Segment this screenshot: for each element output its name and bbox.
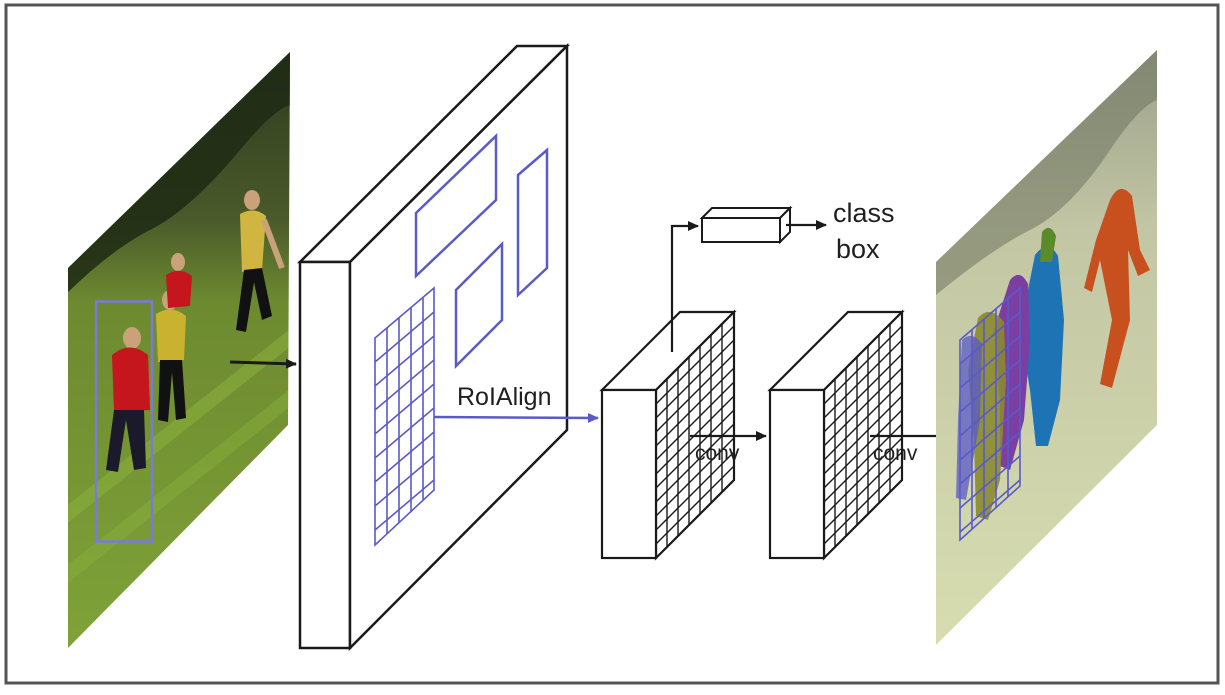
roi-box-3: [516, 147, 549, 298]
feature-map-block: [296, 42, 571, 652]
roi-box-1: [414, 133, 498, 279]
roi-box-2: [454, 240, 504, 370]
output-image: [936, 50, 1157, 645]
box-label: box: [836, 234, 880, 264]
conv-block-2: [767, 309, 905, 561]
roialign-arrow: [433, 412, 599, 423]
conv-block-1: [599, 309, 737, 561]
mask-blue-person: [1020, 246, 1064, 446]
arrow-image-to-feature: [229, 358, 297, 369]
branch-arrow-up: [670, 221, 699, 352]
player-red-far: [166, 253, 192, 308]
class-label: class: [833, 198, 895, 228]
input-image: [68, 52, 290, 648]
output-roi-grid: [959, 286, 1021, 542]
fc-layer-box: [699, 205, 793, 245]
player-red: [106, 327, 150, 472]
roi-grid: [374, 286, 435, 547]
player-running: [236, 190, 285, 332]
mask-orange-person: [1084, 188, 1150, 388]
conv-label-1: conv: [695, 442, 740, 465]
conv-label-2: conv: [873, 442, 918, 465]
roialign-label: RoIAlign: [457, 383, 552, 411]
